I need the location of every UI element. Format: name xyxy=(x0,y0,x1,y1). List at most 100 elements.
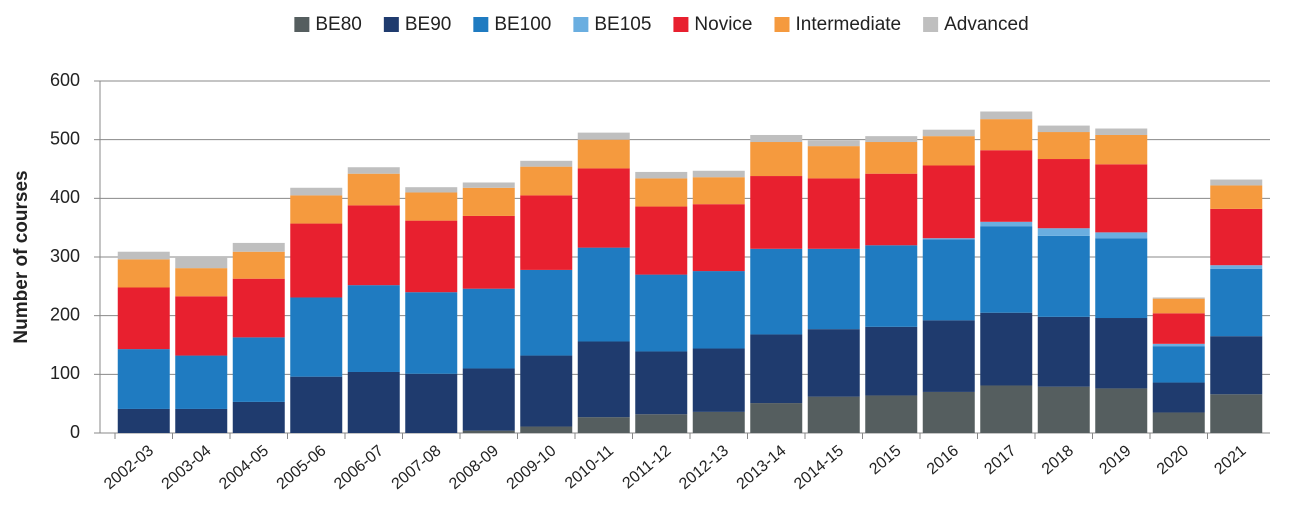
bar-segment xyxy=(635,414,688,433)
x-tick-label: 2014-15 xyxy=(791,442,847,493)
bar-segment xyxy=(520,160,573,167)
x-tick-label: 2008-09 xyxy=(446,442,502,493)
bar-segment xyxy=(750,134,803,143)
bar-segment xyxy=(692,271,745,349)
bar-segment xyxy=(922,391,975,433)
bar-segment xyxy=(807,178,860,249)
x-tick-label: 2018 xyxy=(1039,442,1077,478)
bar-segment xyxy=(1152,298,1205,314)
bar-segment xyxy=(635,178,688,207)
bar-segment xyxy=(232,278,285,338)
bar-segment xyxy=(1152,313,1205,344)
bar-segment xyxy=(635,206,688,275)
bar-segment xyxy=(462,368,515,431)
bar-segment xyxy=(635,171,688,179)
x-tick-label: 2005-06 xyxy=(274,442,330,493)
bar-segment xyxy=(922,165,975,239)
bar-segment xyxy=(1210,336,1263,395)
bar-segment xyxy=(1152,297,1205,299)
bar-segment xyxy=(1037,159,1090,229)
bar-segment xyxy=(520,166,573,196)
bar-segment xyxy=(232,337,285,402)
bar-segment xyxy=(635,274,688,352)
bar-segment xyxy=(635,351,688,415)
x-tick-label: 2015 xyxy=(866,442,904,478)
x-tick-label: 2012-13 xyxy=(676,442,732,493)
bar-segment xyxy=(922,129,975,137)
bar-segment xyxy=(1037,125,1090,133)
legend-swatch xyxy=(383,17,399,32)
bar-segment xyxy=(980,111,1033,120)
legend-swatch xyxy=(774,17,790,32)
bar-segment xyxy=(520,269,573,356)
bar-segment xyxy=(1095,238,1148,319)
bar-segment xyxy=(865,326,918,396)
bar-segment xyxy=(922,320,975,392)
bar-segment xyxy=(405,292,458,374)
y-tick-label: 300 xyxy=(50,246,80,266)
bar-segment xyxy=(1210,185,1263,209)
bar-segment xyxy=(1095,318,1148,389)
bar-segment xyxy=(750,176,803,249)
legend-label: BE80 xyxy=(315,14,361,35)
x-tick-label: 2011-12 xyxy=(620,442,675,492)
bar-segment xyxy=(865,395,918,433)
bar-segment xyxy=(807,140,860,147)
bar-segment xyxy=(117,251,170,260)
bar-segment xyxy=(1210,394,1263,433)
bar-segment xyxy=(1037,132,1090,160)
bar-segment xyxy=(865,136,918,143)
bar-segment xyxy=(290,297,343,377)
bar-segment xyxy=(175,268,228,297)
bar-segment xyxy=(692,177,745,205)
bar-segment xyxy=(1095,232,1148,239)
bar-segment xyxy=(290,223,343,298)
legend-swatch xyxy=(923,17,939,32)
bar-segment xyxy=(405,187,458,193)
bar-segment xyxy=(980,119,1033,151)
bar-segment xyxy=(922,239,975,321)
x-tick-label: 2016 xyxy=(924,442,962,478)
bar-segment xyxy=(577,341,630,418)
bar-segment xyxy=(520,355,573,427)
bar-segment xyxy=(1152,343,1205,347)
bar-segment xyxy=(1037,235,1090,317)
bar-segment xyxy=(347,205,400,286)
bar-segment xyxy=(577,132,630,140)
bar-segment xyxy=(520,195,573,270)
bar-segment xyxy=(232,251,285,279)
x-tick-label: 2021 xyxy=(1211,442,1249,478)
bar-segment xyxy=(1037,316,1090,387)
bar-segment xyxy=(750,334,803,404)
legend-swatch xyxy=(573,17,589,32)
bar-segment xyxy=(980,385,1033,433)
x-tick-label: 2006-07 xyxy=(331,442,387,493)
bar-segment xyxy=(462,187,515,216)
bar-segment xyxy=(865,142,918,174)
bar-segment xyxy=(1210,268,1263,337)
bar-segment xyxy=(290,376,343,433)
bar-segment xyxy=(865,173,918,246)
x-tick-label: 2002-03 xyxy=(101,442,157,493)
bar-segment xyxy=(692,411,745,433)
bar-segment xyxy=(347,173,400,206)
bar-segment xyxy=(1210,208,1263,266)
bar-segment xyxy=(290,187,343,196)
y-tick-label: 100 xyxy=(50,363,80,383)
y-tick-label: 0 xyxy=(70,422,80,442)
bar-segment xyxy=(347,371,400,433)
y-tick-label: 600 xyxy=(50,70,80,90)
bar-segment xyxy=(1210,265,1263,269)
bar-segment xyxy=(1095,164,1148,233)
bar-segment xyxy=(922,238,975,240)
bar-segment xyxy=(807,146,860,179)
legend-label: BE100 xyxy=(494,14,551,35)
legend-label: Novice xyxy=(694,14,752,35)
bar-segment xyxy=(232,401,285,433)
bar-segment xyxy=(117,349,170,409)
bar-segment xyxy=(1095,388,1148,433)
bar-segment xyxy=(807,329,860,397)
bar-segment xyxy=(750,142,803,177)
x-tick-label: 2010-11 xyxy=(562,442,617,492)
